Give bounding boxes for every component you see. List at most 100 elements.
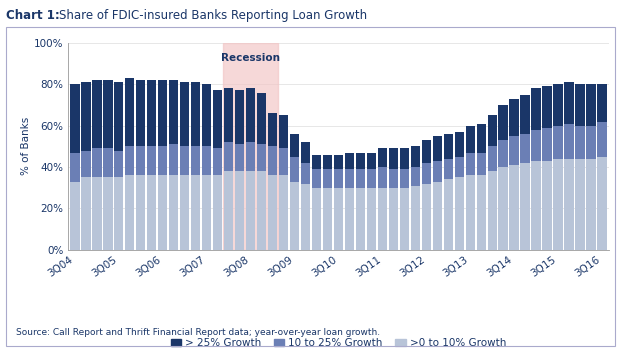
Bar [312, 169, 321, 188]
Bar [279, 149, 288, 175]
Bar [301, 183, 310, 250]
Bar [202, 175, 211, 250]
Bar [323, 169, 332, 188]
Bar [224, 171, 233, 250]
Bar [542, 128, 551, 161]
Bar [158, 80, 168, 146]
Bar [136, 175, 145, 250]
Bar [487, 146, 497, 171]
Bar [257, 171, 266, 250]
Bar [246, 171, 255, 250]
Bar [246, 89, 255, 142]
Bar [389, 188, 398, 250]
Bar [433, 182, 442, 250]
Bar [114, 151, 124, 177]
Bar [257, 92, 266, 144]
Bar [586, 159, 596, 250]
Bar [576, 126, 585, 159]
Bar [564, 124, 574, 159]
Bar [323, 155, 332, 169]
Bar [576, 159, 585, 250]
Bar [509, 136, 519, 165]
Bar [509, 165, 519, 250]
Bar [191, 146, 201, 175]
Bar [433, 136, 442, 161]
Bar [520, 95, 530, 134]
Bar [81, 82, 91, 151]
Bar [520, 163, 530, 250]
Bar [290, 134, 299, 157]
Bar [268, 175, 277, 250]
Bar [125, 146, 135, 175]
Text: Share of FDIC-insured Banks Reporting Loan Growth: Share of FDIC-insured Banks Reporting Lo… [59, 9, 367, 22]
Bar [213, 149, 222, 175]
Bar [542, 161, 551, 250]
Bar [532, 161, 541, 250]
Bar [81, 177, 91, 250]
Bar [466, 152, 475, 175]
Bar [301, 163, 310, 183]
Bar [455, 132, 464, 157]
Text: Chart 1:: Chart 1: [6, 9, 60, 22]
Bar [520, 134, 530, 163]
Bar [268, 113, 277, 146]
Bar [70, 84, 79, 152]
Bar [235, 171, 244, 250]
Bar [422, 140, 431, 163]
Bar [542, 86, 551, 128]
Bar [158, 146, 168, 175]
Bar [400, 188, 409, 250]
Bar [499, 105, 508, 140]
Bar [564, 82, 574, 124]
Bar [586, 84, 596, 126]
Bar [92, 80, 101, 149]
Bar [487, 171, 497, 250]
Bar [466, 126, 475, 152]
Bar [389, 169, 398, 188]
Bar [367, 188, 376, 250]
Bar [103, 80, 112, 149]
Bar [487, 115, 497, 146]
Bar [443, 180, 453, 250]
Bar [345, 188, 354, 250]
Bar [356, 188, 365, 250]
Bar [553, 126, 563, 159]
Bar [553, 159, 563, 250]
Bar [433, 161, 442, 182]
Bar [103, 149, 112, 177]
Bar [235, 144, 244, 171]
Bar [564, 159, 574, 250]
Bar [333, 188, 343, 250]
Bar [191, 175, 201, 250]
Bar [389, 149, 398, 169]
Bar [367, 169, 376, 188]
Bar [509, 99, 519, 136]
Bar [136, 146, 145, 175]
Bar [476, 175, 486, 250]
Bar [312, 155, 321, 169]
Bar [553, 84, 563, 126]
Bar [114, 177, 124, 250]
Bar [333, 155, 343, 169]
Bar [169, 80, 178, 144]
Bar [586, 126, 596, 159]
Bar [92, 177, 101, 250]
Bar [224, 142, 233, 171]
Bar [235, 90, 244, 144]
Bar [466, 175, 475, 250]
Bar [356, 152, 365, 169]
Bar [180, 175, 189, 250]
Bar [136, 80, 145, 146]
Bar [92, 149, 101, 177]
Bar [532, 130, 541, 161]
Bar [378, 167, 387, 188]
Bar [422, 183, 431, 250]
Bar [279, 175, 288, 250]
Bar [103, 177, 112, 250]
Bar [202, 146, 211, 175]
Bar [312, 188, 321, 250]
Bar [70, 182, 79, 250]
Bar [443, 159, 453, 180]
Bar [223, 43, 278, 250]
Bar [410, 186, 420, 250]
